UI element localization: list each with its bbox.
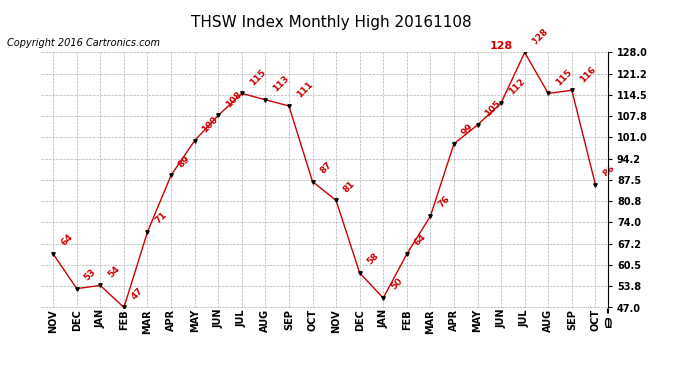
Text: 50: 50	[389, 277, 404, 292]
Text: 86: 86	[601, 163, 616, 178]
Text: 99: 99	[460, 122, 475, 138]
Text: 58: 58	[366, 251, 381, 267]
Text: Copyright 2016 Cartronics.com: Copyright 2016 Cartronics.com	[7, 38, 160, 48]
Text: 115: 115	[554, 68, 574, 87]
Text: 115: 115	[248, 68, 267, 87]
Text: 105: 105	[484, 99, 503, 118]
Text: 128: 128	[489, 41, 513, 51]
Text: 100: 100	[201, 115, 220, 134]
Text: 64: 64	[59, 232, 75, 248]
Text: 128: 128	[531, 27, 550, 46]
Text: 64: 64	[413, 232, 428, 248]
Text: 87: 87	[318, 160, 334, 175]
Text: 113: 113	[271, 74, 291, 93]
Text: 47: 47	[130, 286, 145, 301]
Text: 108: 108	[224, 90, 244, 109]
Text: THSW  (°F): THSW (°F)	[529, 41, 593, 51]
Text: 54: 54	[106, 264, 121, 279]
Text: THSW Index Monthly High 20161108: THSW Index Monthly High 20161108	[191, 15, 471, 30]
Text: 81: 81	[342, 179, 357, 194]
Text: 71: 71	[153, 210, 168, 226]
Text: 112: 112	[507, 77, 526, 97]
Text: 89: 89	[177, 154, 193, 169]
Text: 111: 111	[295, 80, 315, 100]
Text: 53: 53	[83, 267, 98, 282]
Text: 116: 116	[578, 64, 598, 84]
Text: 76: 76	[436, 195, 451, 210]
